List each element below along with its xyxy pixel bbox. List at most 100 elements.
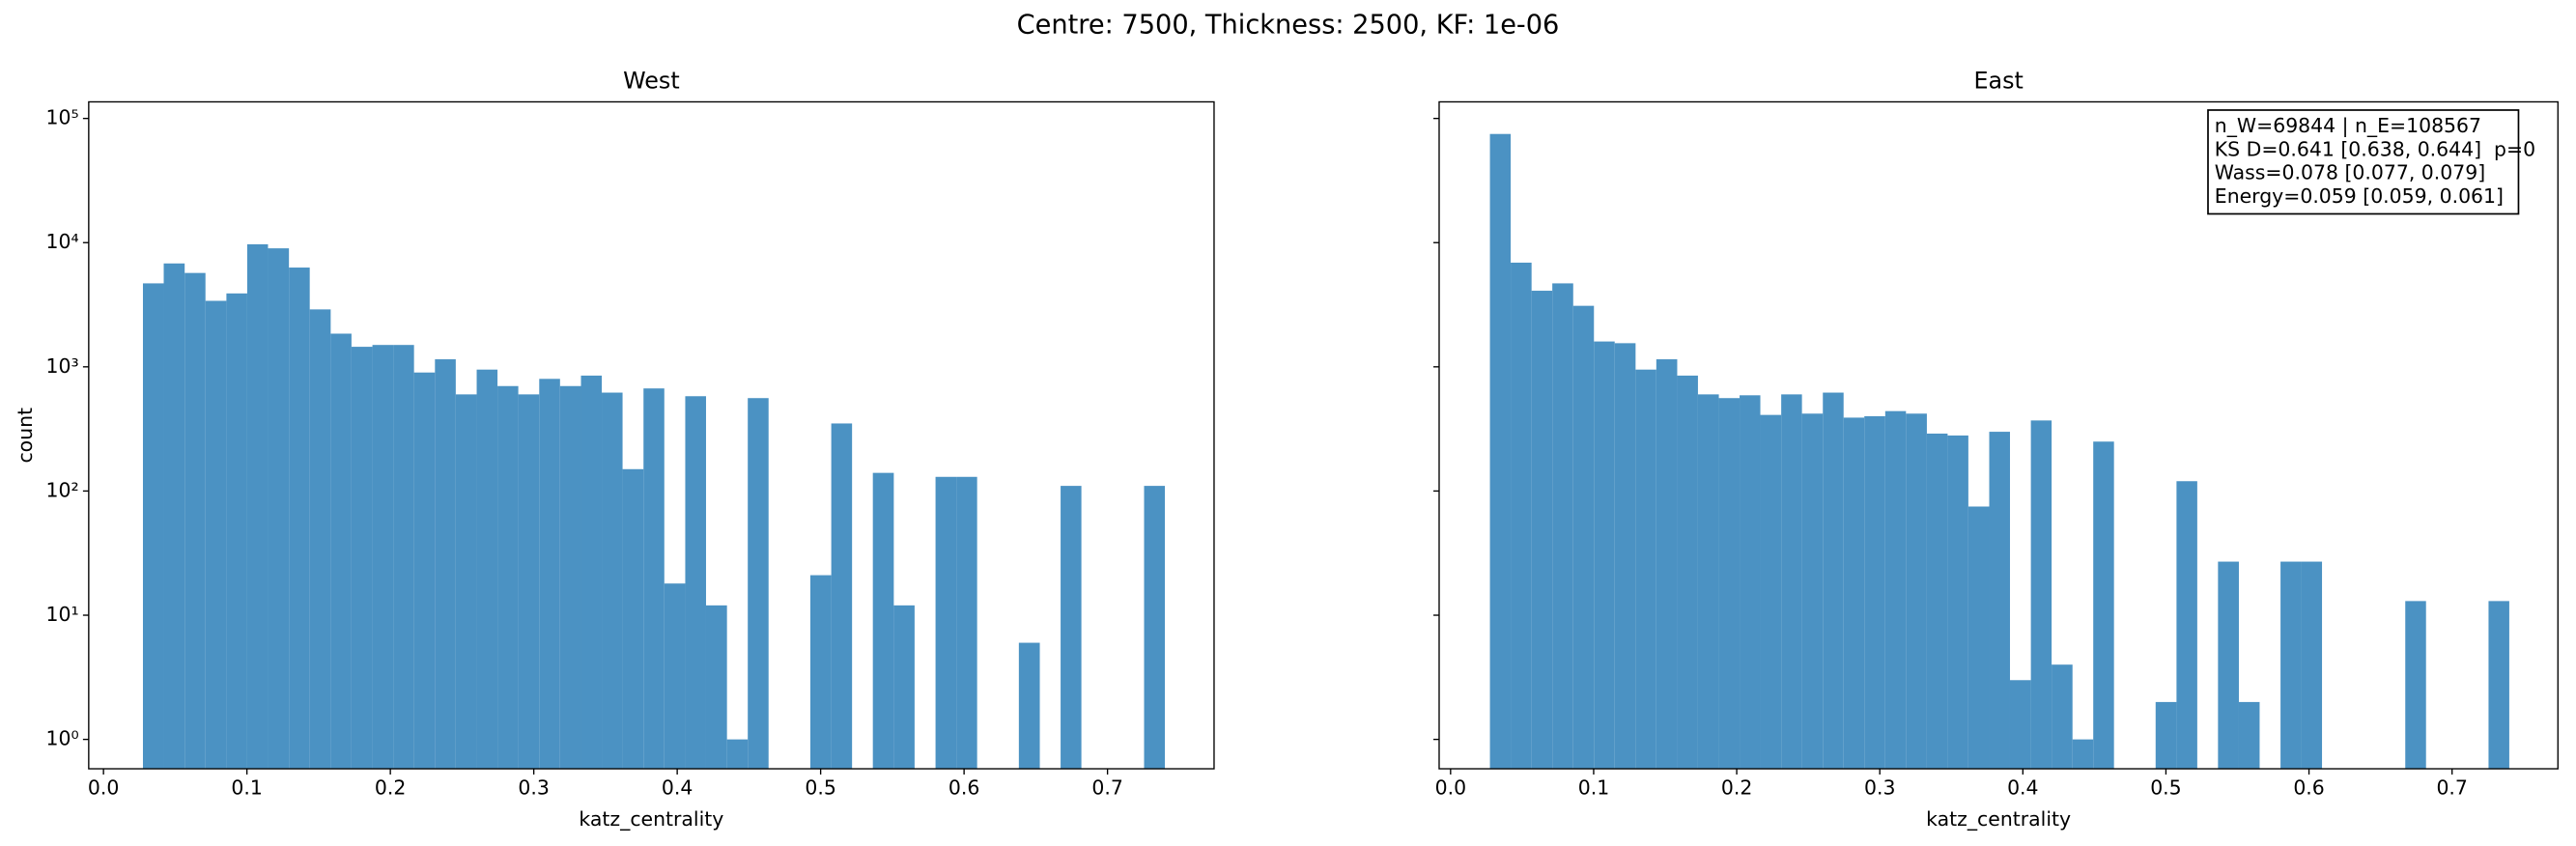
bar — [518, 394, 540, 770]
bar — [559, 385, 581, 770]
x-tick-label: 0.0 — [1435, 776, 1466, 799]
bar — [1926, 433, 1948, 770]
bar — [622, 468, 644, 770]
bar — [184, 272, 206, 770]
bar — [1635, 369, 1656, 770]
bar — [1511, 262, 1532, 770]
y-tick-label: 10² — [45, 478, 78, 501]
bar — [1823, 392, 1844, 770]
bar — [1947, 435, 1968, 770]
y-tick-label: 10¹ — [45, 603, 78, 626]
bar — [726, 739, 749, 770]
x-tick-label: 0.4 — [662, 776, 693, 799]
bar — [2176, 481, 2197, 770]
bar — [1843, 417, 1865, 770]
x-tick-label: 0.7 — [1091, 776, 1122, 799]
x-tick-label: 0.3 — [518, 776, 549, 799]
y-axis-label: count — [14, 408, 37, 464]
bar — [1697, 394, 1719, 770]
axes-frame — [1438, 100, 2559, 770]
bar — [413, 372, 436, 770]
bar — [2238, 701, 2260, 770]
y-tick-label: 10³ — [45, 354, 78, 378]
bar — [1906, 413, 1927, 770]
bar — [1614, 343, 1636, 770]
bar — [163, 263, 185, 770]
bar — [476, 369, 498, 770]
bar — [580, 375, 603, 770]
bar — [1489, 133, 1512, 770]
x-axis-label: katz_centrality — [1926, 807, 2071, 831]
bar — [2009, 680, 2031, 770]
x-tick-label: 0.1 — [1578, 776, 1609, 799]
y-tick-label: 10⁴ — [45, 230, 78, 253]
bar — [1677, 375, 1698, 770]
bar — [1989, 432, 2010, 770]
annotation-line: Wass=0.078 [0.077, 0.079] — [2215, 161, 2485, 184]
x-tick-label: 0.2 — [1721, 776, 1752, 799]
x-tick-label: 0.2 — [375, 776, 406, 799]
annotation-line: n_W=69844 | n_E=108567 — [2215, 114, 2481, 138]
annotation-line: KS D=0.641 [0.638, 0.644] p=0 — [2215, 137, 2535, 160]
bar — [643, 388, 665, 770]
bar — [268, 248, 290, 770]
bar — [497, 385, 519, 770]
bar — [2072, 739, 2094, 770]
x-tick-label: 0.7 — [2436, 776, 2467, 799]
bar — [2218, 561, 2239, 770]
x-tick-label: 0.0 — [88, 776, 119, 799]
x-tick-label: 0.4 — [2007, 776, 2038, 799]
bar — [1718, 398, 1741, 770]
bar — [1740, 395, 1761, 770]
bar — [1018, 642, 1040, 770]
bar — [1801, 413, 1824, 770]
bar — [1781, 394, 1802, 770]
bar — [956, 476, 977, 770]
bar — [893, 605, 915, 770]
bar — [2052, 664, 2073, 770]
bar — [289, 268, 310, 770]
bar — [226, 293, 247, 770]
bar — [831, 423, 853, 770]
bar — [1144, 486, 1166, 770]
x-tick-label: 0.6 — [948, 776, 979, 799]
bar — [2405, 601, 2426, 770]
y-tick-label: 10⁰ — [45, 727, 78, 750]
bar — [1061, 486, 1082, 770]
bar — [455, 394, 477, 770]
bar — [2030, 420, 2052, 770]
bar — [1656, 359, 1678, 770]
bar — [1884, 410, 1907, 770]
axes-title: West — [623, 68, 680, 95]
figure-title: Centre: 7500, Thickness: 2500, KF: 1e-06 — [1017, 11, 1560, 41]
x-tick-label: 0.6 — [2293, 776, 2324, 799]
bar — [602, 392, 623, 770]
bar — [393, 345, 414, 770]
x-tick-label: 0.3 — [1864, 776, 1895, 799]
bar — [1594, 341, 1615, 770]
bar — [685, 396, 706, 770]
bar — [935, 476, 957, 770]
y-tick-label: 10⁵ — [45, 106, 78, 129]
x-tick-label: 0.5 — [805, 776, 835, 799]
bar — [330, 333, 352, 770]
bar — [1531, 291, 1553, 770]
bar — [1967, 506, 1990, 770]
bar — [309, 309, 331, 770]
x-tick-label: 0.1 — [231, 776, 262, 799]
bar — [142, 283, 164, 770]
bar — [1572, 305, 1595, 770]
annotation-box — [2207, 109, 2520, 215]
bar — [205, 300, 227, 770]
bar — [246, 243, 269, 770]
bar — [539, 379, 560, 770]
axes-title: East — [1973, 68, 2023, 95]
x-tick-label: 0.5 — [2150, 776, 2181, 799]
bar — [664, 583, 686, 770]
bar — [2301, 561, 2323, 770]
bar — [2280, 561, 2302, 770]
bar — [351, 347, 373, 770]
bar — [2488, 601, 2509, 770]
bar — [435, 359, 456, 770]
